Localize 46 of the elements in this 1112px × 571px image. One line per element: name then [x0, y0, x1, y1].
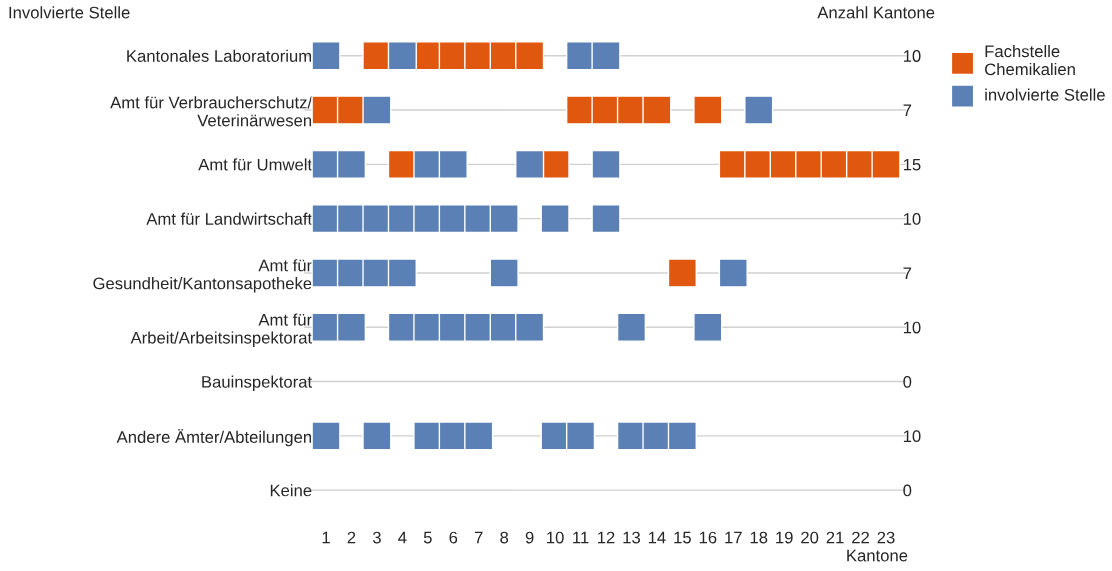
y2-tick-label: 10 — [903, 213, 921, 225]
y2-axis-title: Anzahl Kantone — [817, 6, 935, 19]
x-tick-label: 4 — [398, 531, 407, 544]
y2-tick-label: 0 — [903, 375, 912, 388]
x-tick-label: 23 — [877, 531, 895, 544]
x-tick-label: 19 — [776, 531, 793, 544]
x-tick-label: 12 — [598, 531, 615, 544]
x-tick-label: 2 — [347, 531, 356, 544]
y2-tick-label: 10 — [903, 50, 921, 62]
legend-label: Fachstelle Chemikalien — [985, 44, 1075, 76]
x-tick-label: 11 — [573, 531, 589, 544]
y-tick-label: Amt für Verbraucherschutz/ Veterinärwesen — [110, 96, 313, 127]
y-tick-label: Bauinspektorat — [202, 375, 312, 392]
y-tick-label: Keine — [270, 484, 312, 497]
y2-tick-label: 0 — [903, 484, 912, 497]
x-tick-label: 17 — [725, 531, 742, 544]
y-tick-label: Amt für Umwelt — [198, 158, 312, 171]
x-tick-label: 6 — [449, 531, 458, 544]
x-tick-label: 10 — [547, 531, 564, 544]
legend-label: involvierte Stelle — [985, 88, 1105, 101]
x-tick-label: 1 — [322, 531, 330, 544]
x-tick-label: 9 — [525, 531, 534, 544]
x-tick-label: 5 — [423, 531, 432, 544]
x-tick-label: 14 — [648, 531, 666, 544]
x-tick-label: 20 — [801, 531, 819, 544]
x-axis-title: Kantone — [847, 549, 908, 562]
x-tick-label: 13 — [623, 531, 640, 544]
y2-tick-label: 10 — [903, 430, 921, 443]
x-tick-label: 22 — [852, 531, 869, 544]
y-tick-label: Andere Ämter/Abteilungen — [116, 428, 312, 447]
x-tick-label: 7 — [474, 531, 483, 544]
y2-tick-label: 10 — [903, 321, 921, 334]
x-tick-label: 18 — [750, 531, 768, 544]
y2-tick-label: 15 — [903, 158, 921, 171]
y-tick-label: Amt für Gesundheit/Kantonsapotheke — [93, 259, 312, 293]
x-tick-label: 16 — [699, 531, 717, 544]
y-tick-label: Amt für Arbeit/Arbeitsinspektorat — [130, 313, 312, 347]
y-tick-label: Amt für Landwirtschaft — [146, 212, 312, 225]
y2-tick-label: 7 — [903, 104, 912, 117]
x-tick-label: 3 — [372, 531, 381, 544]
y-axis-title: Involvierte Stelle — [9, 6, 130, 19]
y2-tick-label: 7 — [903, 267, 912, 279]
x-tick-label: 21 — [826, 531, 844, 544]
x-tick-label: 15 — [674, 531, 691, 544]
y-tick-label: Kantonales Laboratorium — [127, 49, 312, 62]
x-tick-label: 8 — [500, 531, 509, 544]
